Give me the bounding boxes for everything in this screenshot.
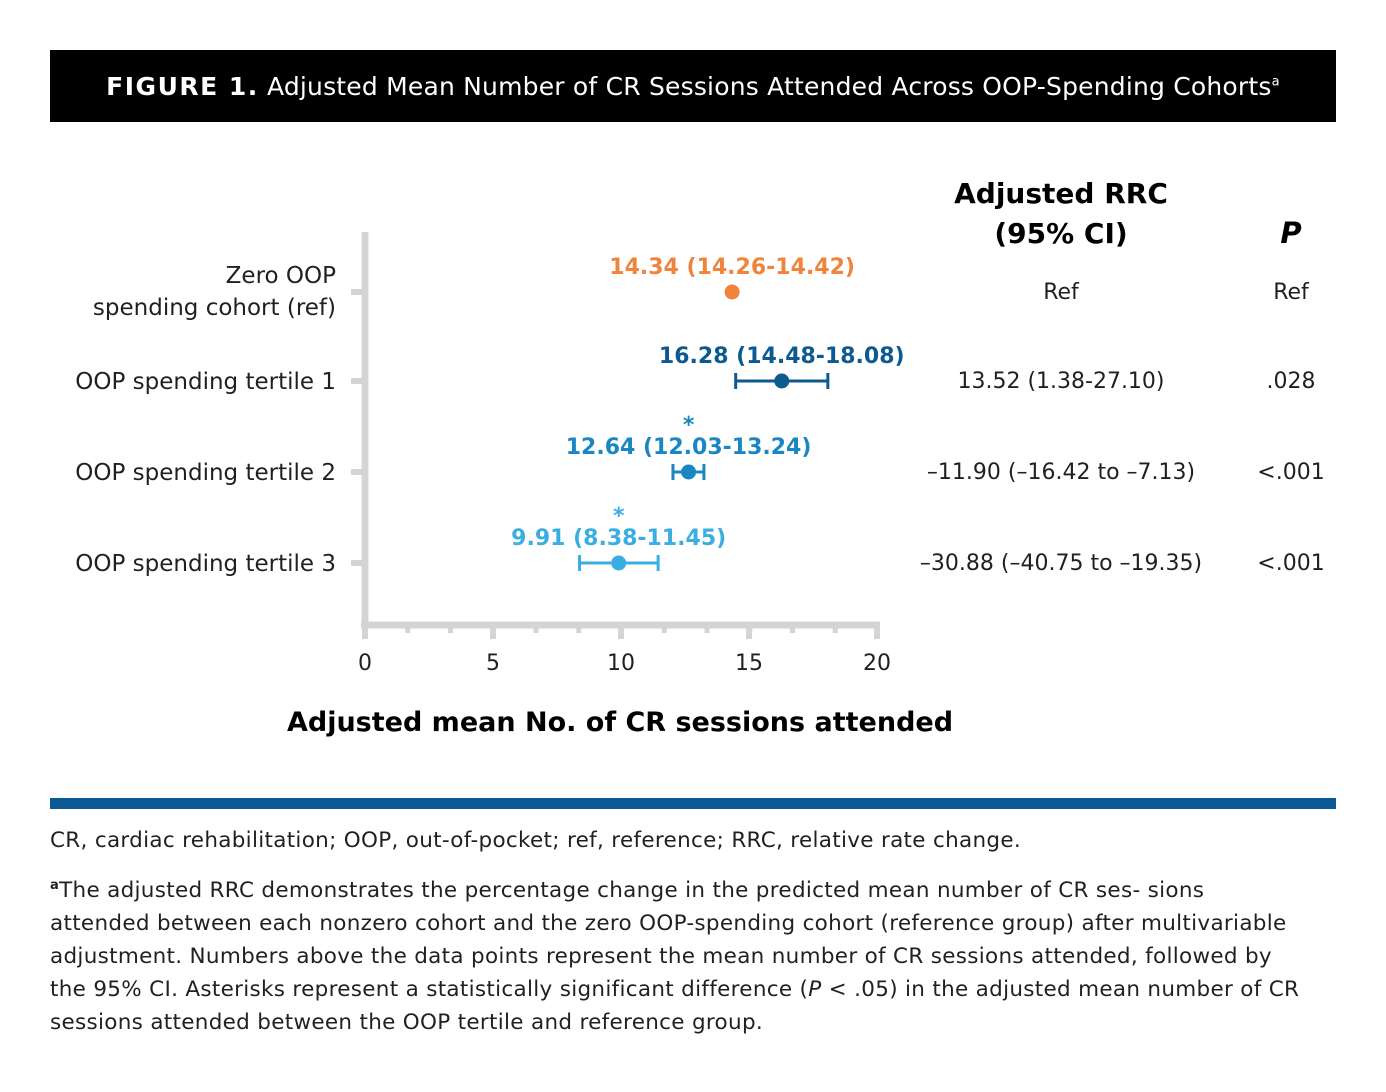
p-value-1: Ref bbox=[1273, 280, 1310, 305]
value-label-2: 16.28 (14.48-18.08) bbox=[659, 344, 905, 369]
rrc-header-line-1: Adjusted RRC bbox=[954, 177, 1168, 210]
figure-label: FIGURE 1. bbox=[106, 71, 259, 101]
value-label-3: 12.64 (12.03-13.24) bbox=[566, 435, 812, 460]
footnote-a-marker: a bbox=[50, 878, 60, 893]
point-1 bbox=[724, 284, 740, 300]
row-label-1: Zero OOP bbox=[226, 263, 336, 289]
x-tick-label: 20 bbox=[863, 651, 891, 676]
rrc-value-2: 13.52 (1.38-27.10) bbox=[957, 369, 1164, 394]
row-label-4: OOP spending tertile 3 bbox=[75, 551, 336, 577]
footnote-a-text-1: The adjusted RRC demonstrates the percen… bbox=[50, 878, 1287, 1003]
figure-title: FIGURE 1. Adjusted Mean Number of CR Ses… bbox=[106, 72, 1280, 101]
row-label-3: OOP spending tertile 2 bbox=[75, 460, 336, 486]
footer-rule bbox=[50, 798, 1336, 809]
value-label-1: 14.34 (14.26-14.42) bbox=[609, 255, 855, 280]
significance-asterisk-4: * bbox=[613, 504, 625, 529]
point-3 bbox=[681, 464, 697, 480]
p-header: P bbox=[1280, 216, 1301, 250]
point-2 bbox=[774, 373, 790, 389]
figure-title-bar: FIGURE 1. Adjusted Mean Number of CR Ses… bbox=[50, 50, 1336, 122]
figure-title-text: Adjusted Mean Number of CR Sessions Atte… bbox=[266, 71, 1272, 101]
footnote-a: aThe adjusted RRC demonstrates the perce… bbox=[50, 869, 1310, 1039]
rrc-value-4: –30.88 (–40.75 to –19.35) bbox=[920, 551, 1202, 576]
row-label-1: spending cohort (ref) bbox=[93, 295, 336, 321]
p-value-2: .028 bbox=[1267, 369, 1316, 394]
p-value-4: <.001 bbox=[1257, 551, 1324, 576]
row-label-2: OOP spending tertile 1 bbox=[75, 369, 336, 395]
footnote-a-text-2: < .05) in the adjusted mean number of CR… bbox=[50, 977, 1300, 1036]
value-label-4: 9.91 (8.38-11.45) bbox=[511, 526, 726, 551]
rrc-value-3: –11.90 (–16.42 to –7.13) bbox=[927, 460, 1195, 485]
x-tick-label: 5 bbox=[486, 651, 500, 676]
point-4 bbox=[611, 555, 627, 571]
p-value-3: <.001 bbox=[1257, 460, 1324, 485]
significance-asterisk-3: * bbox=[683, 413, 695, 438]
x-tick-label: 0 bbox=[358, 651, 372, 676]
forest-plot: 0 5 10 15 20 Adjusted mean No. of CR sessions… bbox=[75, 177, 1324, 738]
figure-title-superscript: a bbox=[1271, 74, 1280, 90]
footnote-abbreviations: CR, cardiac rehabilitation; OOP, out-of-… bbox=[50, 828, 1022, 853]
x-tick-label: 10 bbox=[607, 651, 635, 676]
footnote-a-p: P bbox=[808, 977, 822, 1003]
x-axis-title: Adjusted mean No. of CR sessions attende… bbox=[287, 707, 953, 738]
rrc-header-line-2: (95% CI) bbox=[994, 217, 1127, 250]
rrc-value-1: Ref bbox=[1043, 280, 1080, 305]
x-tick-label: 15 bbox=[735, 651, 763, 676]
